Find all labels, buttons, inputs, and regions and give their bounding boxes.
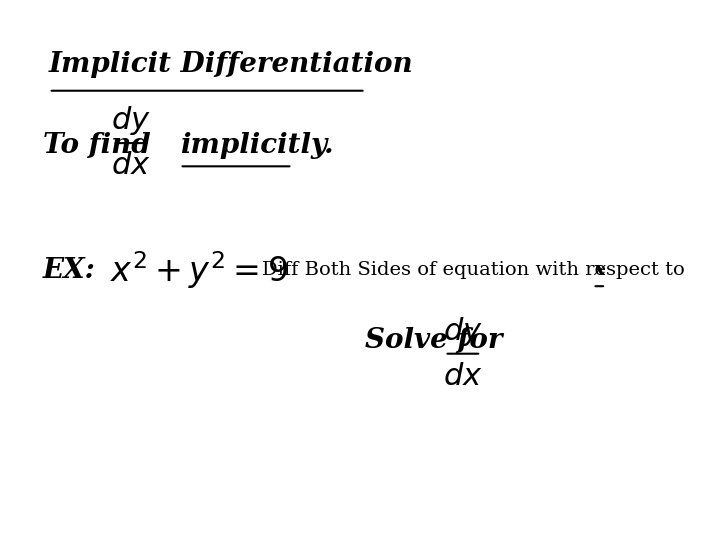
Text: implicitly.: implicitly.	[180, 132, 333, 159]
Text: $dy$: $dy$	[111, 104, 150, 137]
Text: To find: To find	[42, 132, 150, 159]
Text: Solve for: Solve for	[366, 327, 503, 354]
Text: Diff Both Sides of equation with respect to: Diff Both Sides of equation with respect…	[262, 261, 691, 279]
Text: $dx$: $dx$	[111, 150, 150, 181]
Text: $x^2 + y^2 = 9$: $x^2 + y^2 = 9$	[109, 249, 287, 291]
Text: EX:: EX:	[42, 256, 96, 284]
Text: Implicit Differentiation: Implicit Differentiation	[49, 51, 413, 78]
Text: x: x	[594, 261, 606, 279]
Text: $dy$: $dy$	[443, 314, 483, 348]
Text: $dx$: $dx$	[443, 361, 482, 392]
